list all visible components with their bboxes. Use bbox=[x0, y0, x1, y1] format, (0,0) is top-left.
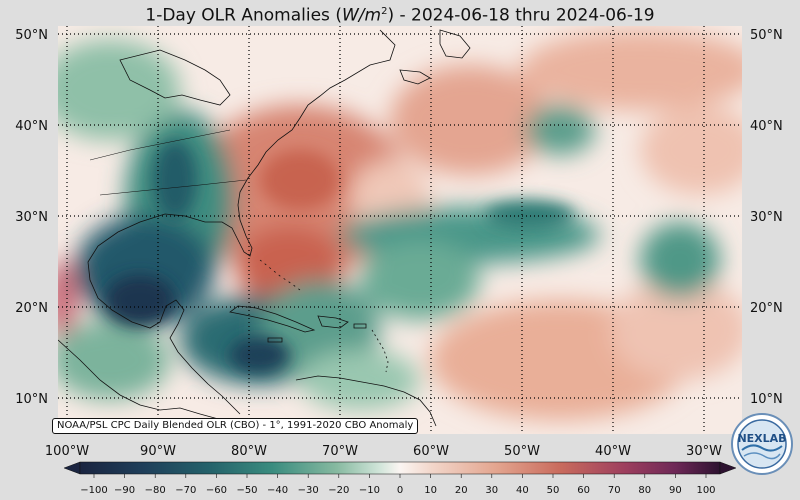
lat-label-left: 10°N bbox=[15, 392, 48, 407]
colorbar-tick-label: −10 bbox=[359, 485, 380, 496]
colorbar-tick-label: 20 bbox=[455, 485, 468, 496]
mexico-coastline bbox=[58, 339, 241, 427]
lon-label: 60°W bbox=[413, 444, 449, 459]
title-unit: W/m bbox=[341, 5, 382, 26]
lon-labels: 100°W 90°W 80°W 70°W 60°W 50°W 40°W 30°W bbox=[45, 444, 722, 459]
colorbar-tick-label: −80 bbox=[145, 485, 166, 496]
lat-label-right: 50°N bbox=[750, 28, 783, 43]
title-unit-exponent: 2 bbox=[381, 6, 388, 17]
north-america-east-coastline bbox=[87, 29, 396, 415]
colorbar-extend-low bbox=[63, 461, 81, 475]
positive-anomaly-region bbox=[640, 105, 742, 195]
negative-anomaly-region bbox=[58, 40, 180, 140]
lat-label-right: 20°N bbox=[750, 301, 783, 316]
puerto-rico-outline bbox=[353, 323, 367, 329]
bahamas bbox=[259, 259, 301, 291]
great-lakes-outline bbox=[119, 49, 231, 106]
strong-positive-anomaly-core bbox=[260, 150, 340, 210]
colorbar-tick-label: −70 bbox=[175, 485, 196, 496]
negative-anomaly-region bbox=[360, 240, 480, 320]
positive-anomaly-region bbox=[390, 65, 550, 175]
colorbar-tick-label: 40 bbox=[516, 485, 529, 496]
negative-anomaly-region bbox=[640, 222, 720, 298]
lon-label: 30°W bbox=[686, 444, 722, 459]
colorbar-tick-label: −20 bbox=[328, 485, 349, 496]
negative-anomaly-region bbox=[58, 320, 170, 400]
colorbar-tick-label: 90 bbox=[669, 485, 682, 496]
colorbar-tick-label: −100 bbox=[80, 485, 107, 496]
title-suffix: ) - 2024-06-18 thru 2024-06-19 bbox=[387, 5, 655, 26]
strong-negative-anomaly-core bbox=[485, 201, 575, 229]
negative-anomaly-region bbox=[300, 350, 420, 410]
colorbar-tick-label: 60 bbox=[577, 485, 590, 496]
data-source-label: NOAA/PSL CPC Daily Blended OLR (CBO) - 1… bbox=[52, 418, 419, 434]
logo-text: NEXLAB bbox=[737, 432, 786, 445]
colorbar-tick-label: −40 bbox=[267, 485, 288, 496]
strong-negative-anomaly-core bbox=[153, 140, 197, 220]
colorbar-tick-label: −90 bbox=[114, 485, 135, 496]
state-boundary bbox=[89, 129, 231, 161]
colorbar-tick-label: 10 bbox=[424, 485, 437, 496]
lat-label-left: 50°N bbox=[15, 28, 48, 43]
lat-label-left: 20°N bbox=[15, 301, 48, 316]
positive-anomaly-region bbox=[520, 30, 742, 110]
lon-label: 40°W bbox=[595, 444, 631, 459]
south-america-coastline bbox=[295, 375, 437, 427]
colorbar-tick-label: 80 bbox=[638, 485, 651, 496]
colorbar-tick-label: −30 bbox=[298, 485, 319, 496]
strong-negative-anomaly-core bbox=[105, 275, 175, 325]
colorbar-tick-label: 50 bbox=[547, 485, 560, 496]
nova-scotia-outline bbox=[399, 69, 431, 85]
colorbar-gradient bbox=[79, 461, 721, 475]
anomaly-field bbox=[58, 26, 742, 434]
hispaniola-outline bbox=[317, 315, 349, 329]
strong-negative-anomaly-core bbox=[230, 337, 290, 373]
newfoundland-outline bbox=[439, 29, 471, 59]
lon-label: 80°W bbox=[231, 444, 267, 459]
colorbar-tick-label: 70 bbox=[608, 485, 621, 496]
coastlines bbox=[58, 29, 471, 427]
lat-label-left: 40°N bbox=[15, 119, 48, 134]
nexlab-logo: NEXLAB bbox=[731, 413, 793, 475]
lat-labels-right: 50°N 40°N 30°N 20°N 10°N bbox=[750, 28, 783, 407]
colorbar-tick-label: −50 bbox=[236, 485, 257, 496]
lon-label: 70°W bbox=[322, 444, 358, 459]
lon-label: 100°W bbox=[45, 444, 89, 459]
state-boundary bbox=[99, 179, 247, 196]
lat-label-right: 30°N bbox=[750, 210, 783, 225]
lon-label: 50°W bbox=[504, 444, 540, 459]
positive-anomaly-region bbox=[58, 260, 76, 340]
positive-anomaly-region bbox=[610, 280, 742, 380]
colorbar-extend-high bbox=[719, 461, 737, 475]
title-prefix: 1-Day OLR Anomalies ( bbox=[145, 5, 342, 26]
colorbar: −100 −90 −80 −70 −60 −50 −40 −30 −20 −10 0 10 20 30 40… bbox=[63, 461, 737, 496]
colorbar-tick-label: 100 bbox=[696, 485, 715, 496]
jamaica-outline bbox=[267, 337, 283, 343]
gridlines bbox=[58, 26, 742, 434]
colorbar-ticks: −100 −90 −80 −70 −60 −50 −40 −30 −20 −10 0 10 20 30 40… bbox=[80, 474, 716, 496]
lat-label-right: 10°N bbox=[750, 392, 783, 407]
lon-label: 90°W bbox=[140, 444, 176, 459]
colorbar-tick-label: −60 bbox=[206, 485, 227, 496]
colorbar-tick-label: 30 bbox=[485, 485, 498, 496]
lat-label-right: 40°N bbox=[750, 119, 783, 134]
negative-anomaly-region bbox=[525, 105, 595, 155]
map-title: 1-Day OLR Anomalies (W/m2) - 2024-06-18 … bbox=[0, 0, 800, 26]
colorbar-tick-label: 0 bbox=[397, 485, 403, 496]
lat-label-left: 30°N bbox=[15, 210, 48, 225]
lat-labels-left: 50°N 40°N 30°N 20°N 10°N bbox=[15, 28, 48, 407]
